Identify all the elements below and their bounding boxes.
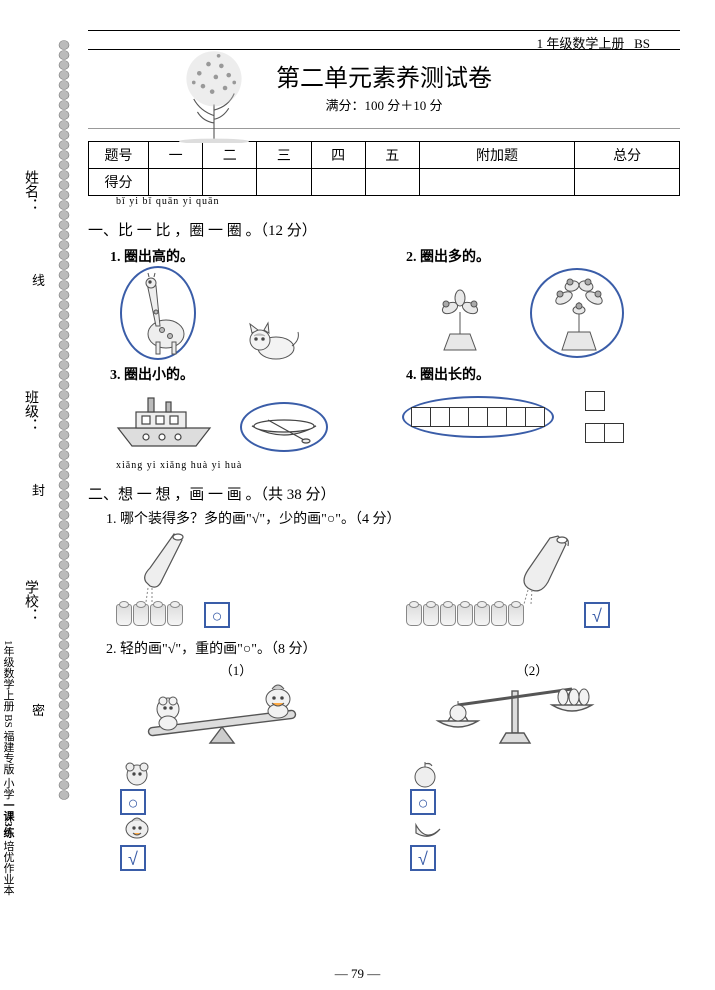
seesaw-icon — [132, 679, 312, 745]
table-row: 得分 — [89, 169, 680, 196]
answer-row: ○ √ — [410, 759, 676, 871]
edition-label: BS — [634, 36, 650, 51]
balance-figure — [388, 679, 676, 759]
q2-2-2-num: （2） — [388, 660, 676, 679]
grade-book-label: 1 年级数学上册 — [537, 36, 625, 51]
q3-figure — [92, 384, 380, 458]
short-bar-2-icon — [586, 424, 624, 448]
giraffe-icon — [126, 272, 192, 356]
section1-pinyin: bǐ yi bǐ quān yi quān — [116, 196, 680, 207]
rowboat-icon — [248, 410, 320, 446]
spine-line-2a: 小学 — [2, 777, 14, 799]
q2-1-left-figure: ○ — [92, 530, 380, 630]
q2-1-right-figure: √ — [388, 530, 676, 630]
th-4: 四 — [311, 142, 365, 169]
answer-box[interactable]: √ — [120, 845, 146, 871]
q4-label: 4. 圈出长的。 — [406, 364, 676, 384]
section2-title: 二、想 一 想 ，画 一 画 。（共 38 分） — [88, 483, 680, 504]
q2-2-1-num: （1） — [92, 660, 380, 679]
spine-line-2b: 一课3练 — [2, 799, 14, 838]
td-score-label: 得分 — [89, 169, 149, 196]
th-2: 二 — [203, 142, 257, 169]
page-content: 1 年级数学上册 BS 第二单元素养测试卷 满分：100 分＋10 分 题号 一… — [80, 0, 700, 990]
cups-row — [406, 604, 525, 626]
plant-small-icon — [420, 282, 500, 358]
bottle-pouring-icon — [138, 530, 188, 604]
q2-1-label: 1. 哪个装得多？多的画"√"，少的画"○"。（4 分） — [106, 508, 680, 528]
q4-figure — [388, 384, 676, 458]
q2-2-label: 2. 轻的画"√"，重的画"○"。（8 分） — [106, 638, 680, 658]
jug-pouring-icon — [518, 530, 572, 604]
table-row: 题号 一 二 三 四 五 附加题 总分 — [89, 142, 680, 169]
answer-box[interactable]: ○ — [204, 602, 230, 628]
book-spine-text: 1年级数学上册 BS 福建专版 小学一课3练 培优作业本 — [2, 640, 13, 895]
long-bar-icon — [412, 408, 545, 432]
answer-row: ○ √ — [120, 759, 380, 871]
plant-large-icon — [538, 274, 620, 356]
cat-icon — [242, 318, 302, 362]
school-field-label: 学校： — [20, 580, 40, 622]
bear-small-icon — [120, 759, 154, 789]
q1-figure — [92, 266, 380, 360]
th-5: 五 — [365, 142, 419, 169]
q2-label: 2. 圈出多的。 — [406, 246, 676, 266]
class-field-label: 班级： — [20, 390, 40, 432]
q2-figure — [388, 266, 676, 360]
spine-line-2c: 培优作业本 — [2, 838, 14, 896]
binding-rope-decoration — [58, 40, 70, 800]
apple-small-icon — [410, 759, 440, 789]
spine-line-1: 1年级数学上册 BS 福建专版 — [2, 640, 14, 774]
q1-label: 1. 圈出高的。 — [110, 246, 380, 266]
th-1: 一 — [149, 142, 203, 169]
q3-label: 3. 圈出小的。 — [110, 364, 380, 384]
name-field-label: 姓名： — [20, 170, 40, 212]
banana-small-icon — [410, 815, 444, 845]
th-extra: 附加题 — [419, 142, 574, 169]
seesaw-figure — [92, 679, 380, 759]
ship-icon — [112, 388, 216, 452]
section1-title: 一、比 一 比 ，圈 一 圈 。（12 分） — [88, 219, 680, 240]
answer-box[interactable]: √ — [584, 602, 610, 628]
answer-box[interactable]: ○ — [120, 789, 146, 815]
th-num: 题号 — [89, 142, 149, 169]
th-total: 总分 — [575, 142, 680, 169]
th-3: 三 — [257, 142, 311, 169]
bird-small-icon — [120, 815, 154, 845]
seal-mi-char: 密 — [32, 700, 45, 719]
answer-box[interactable]: ○ — [410, 789, 436, 815]
page-number: — 79 — — [0, 966, 715, 982]
balance-scale-icon — [418, 679, 618, 751]
short-bar-1-icon — [586, 392, 605, 416]
binding-sidebar: 姓名： 线 班级： 封 学校： 密 1年级数学上册 BS 福建专版 小学一课3练… — [0, 0, 80, 990]
tree-decoration-icon — [168, 42, 260, 143]
seal-line-char: 线 — [32, 270, 45, 289]
score-table: 题号 一 二 三 四 五 附加题 总分 得分 — [88, 141, 680, 196]
cups-row — [116, 604, 184, 626]
section2-pinyin: xiǎng yi xiǎng huà yi huà — [116, 460, 680, 471]
seal-feng-char: 封 — [32, 480, 45, 499]
answer-box[interactable]: √ — [410, 845, 436, 871]
